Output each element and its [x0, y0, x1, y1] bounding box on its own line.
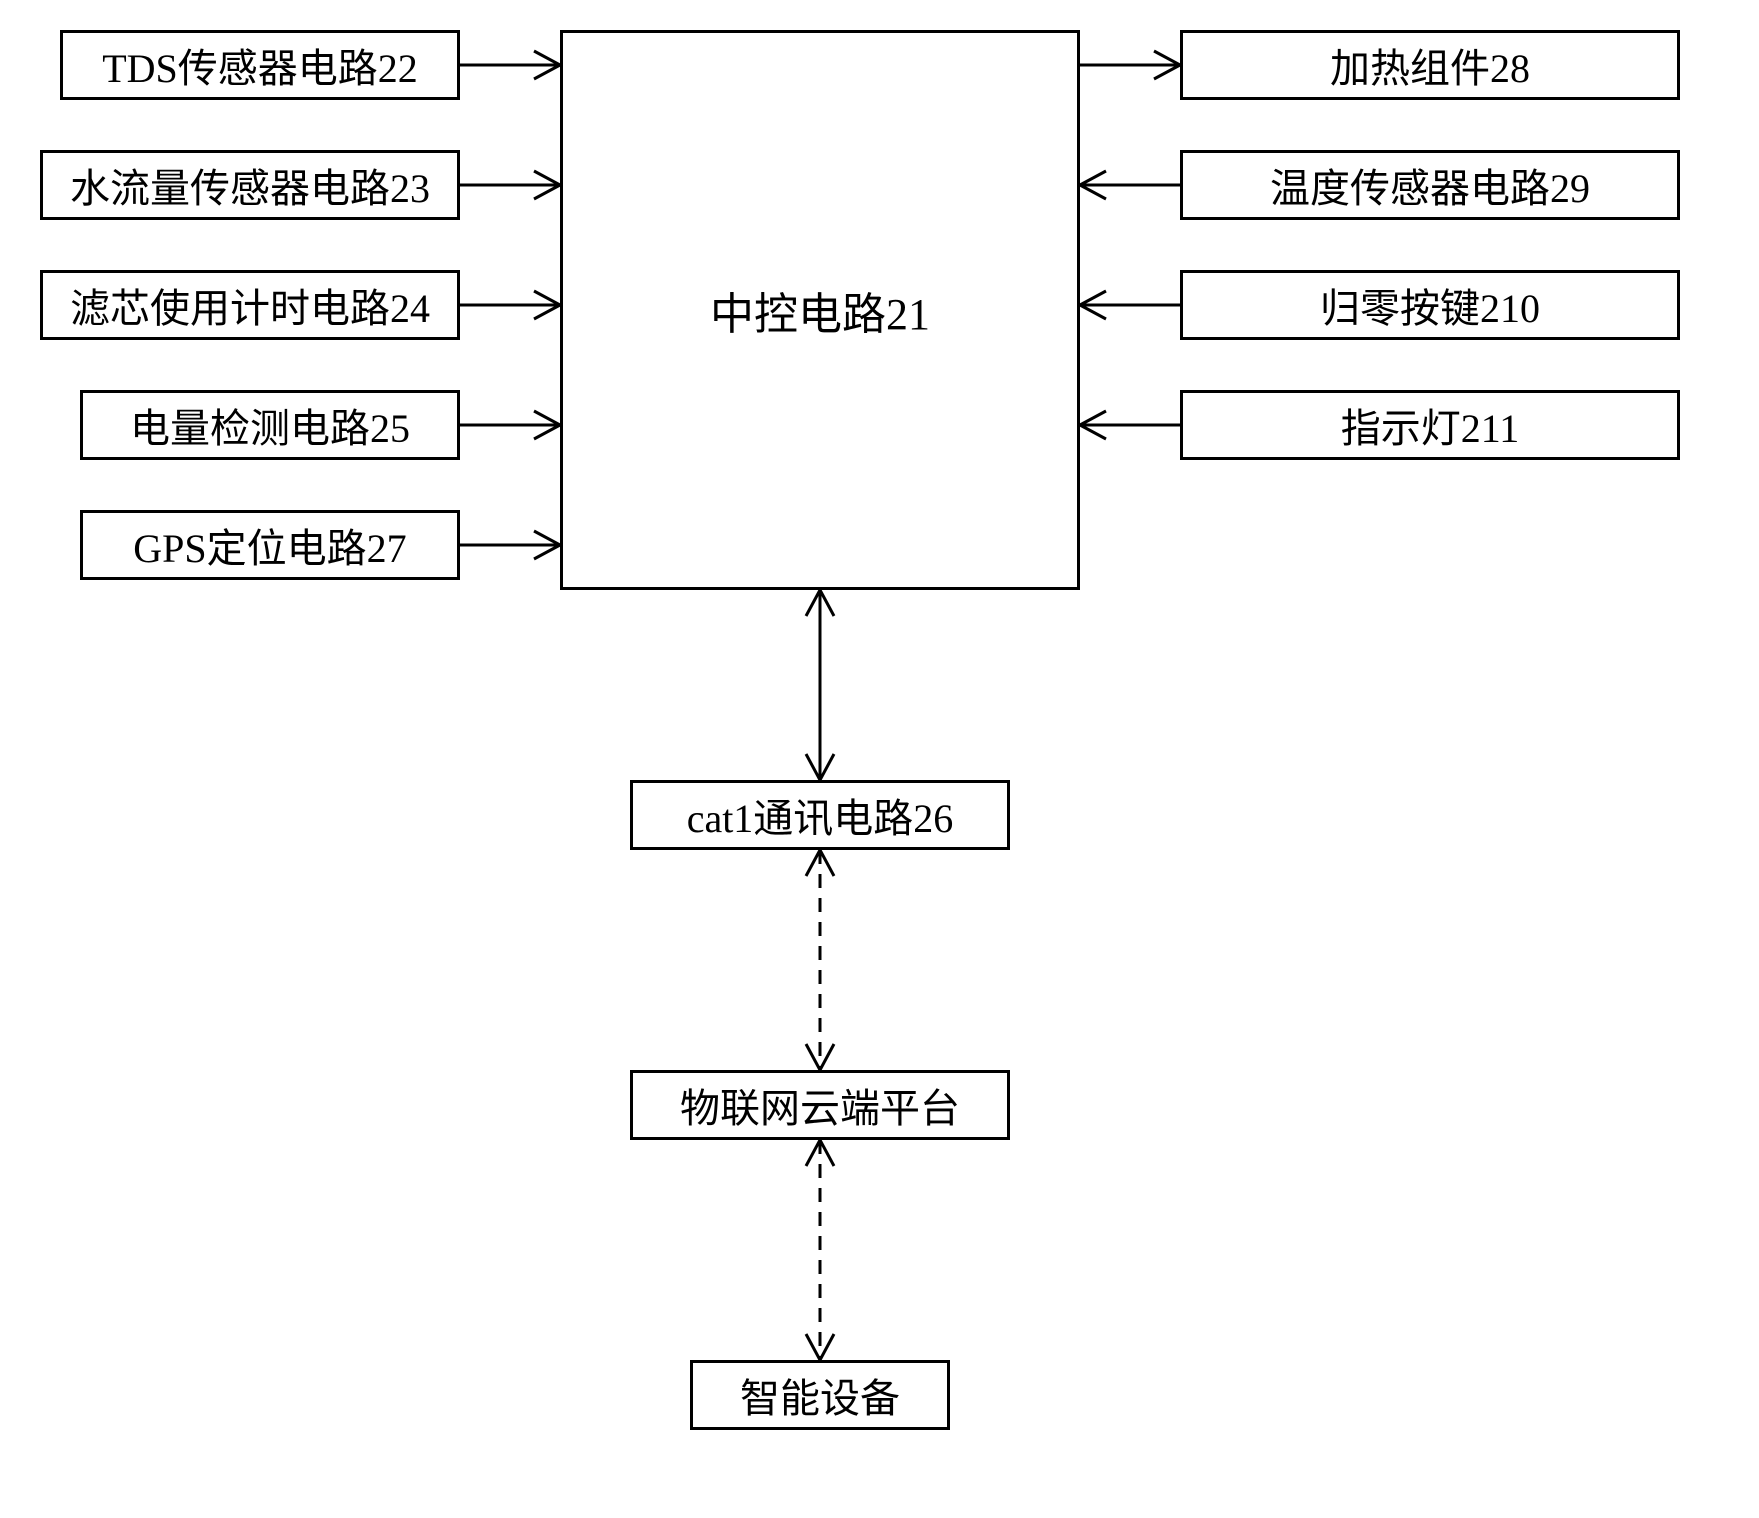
node-right2: 温度传感器电路29 — [1180, 150, 1680, 220]
node-label: 电量检测电路25 — [130, 396, 410, 454]
node-center: 中控电路21 — [560, 30, 1080, 590]
node-left3: 滤芯使用计时电路24 — [40, 270, 460, 340]
node-label: 中控电路21 — [710, 278, 930, 342]
node-label: 归零按键210 — [1320, 276, 1540, 334]
node-left4: 电量检测电路25 — [80, 390, 460, 460]
node-right4: 指示灯211 — [1180, 390, 1680, 460]
node-left1: TDS传感器电路22 — [60, 30, 460, 100]
node-label: cat1通讯电路26 — [687, 786, 954, 844]
node-bottom3: 智能设备 — [690, 1360, 950, 1430]
diagram-canvas: 中控电路21 TDS传感器电路22 水流量传感器电路23 滤芯使用计时电路24 … — [0, 0, 1759, 1518]
node-label: 温度传感器电路29 — [1270, 156, 1590, 214]
node-left2: 水流量传感器电路23 — [40, 150, 460, 220]
node-bottom1: cat1通讯电路26 — [630, 780, 1010, 850]
node-label: 物联网云端平台 — [680, 1076, 960, 1134]
node-label: 指示灯211 — [1341, 396, 1520, 454]
node-left5: GPS定位电路27 — [80, 510, 460, 580]
node-label: 加热组件28 — [1330, 36, 1530, 94]
node-right3: 归零按键210 — [1180, 270, 1680, 340]
node-label: 智能设备 — [740, 1366, 900, 1424]
node-right1: 加热组件28 — [1180, 30, 1680, 100]
node-label: TDS传感器电路22 — [102, 36, 418, 94]
node-label: 水流量传感器电路23 — [70, 156, 430, 214]
node-label: GPS定位电路27 — [133, 516, 406, 574]
node-label: 滤芯使用计时电路24 — [70, 276, 430, 334]
node-bottom2: 物联网云端平台 — [630, 1070, 1010, 1140]
